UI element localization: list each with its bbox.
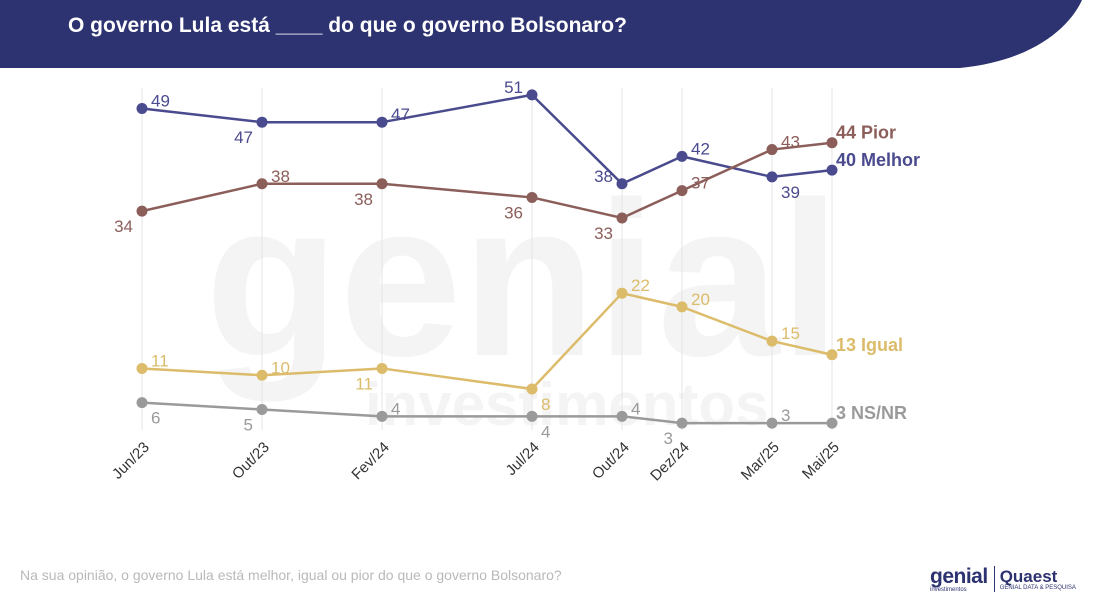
data-point-nsnr: [526, 410, 538, 422]
data-point-nsnr: [676, 417, 688, 429]
data-point-melhor: [766, 171, 778, 183]
genial-logo: genial investimentos: [930, 566, 988, 593]
data-point-igual: [376, 362, 388, 374]
logo-divider: [993, 566, 995, 592]
x-tick-label: Mai/25: [799, 439, 843, 483]
data-point-pior: [616, 212, 628, 224]
data-label-pior: 38: [271, 167, 290, 186]
footnote: Na sua opinião, o governo Lula está melh…: [20, 567, 562, 583]
data-point-pior: [526, 191, 538, 203]
end-label-nsnr: 3 NS/NR: [836, 403, 907, 423]
data-label-igual: 15: [781, 324, 800, 343]
series-line-nsnr: [141, 401, 832, 425]
data-point-nsnr: [136, 397, 148, 409]
data-label-nsnr: 5: [244, 415, 253, 434]
data-label-pior: 34: [114, 217, 133, 236]
watermark-sub: investimentos: [365, 371, 768, 438]
series-line-pior: [141, 141, 833, 220]
data-point-igual: [136, 362, 148, 374]
x-tick-label: Fev/24: [348, 439, 392, 483]
data-point-melhor: [256, 116, 268, 128]
x-tick-label: Jun/23: [109, 439, 153, 483]
data-point-melhor: [826, 164, 838, 176]
x-tick-label: Mar/25: [738, 439, 783, 484]
data-point-igual: [766, 335, 778, 347]
data-point-melhor: [616, 178, 628, 190]
data-label-pior: 33: [594, 224, 613, 243]
data-point-nsnr: [376, 410, 388, 422]
data-label-nsnr: 4: [631, 399, 640, 418]
data-point-nsnr: [616, 410, 628, 422]
data-point-pior: [676, 185, 688, 197]
quaest-logo-text: Quaest: [999, 566, 1058, 586]
data-label-melhor: 39: [781, 183, 800, 202]
data-label-melhor: 42: [691, 139, 710, 158]
data-point-igual: [526, 383, 538, 395]
watermark: genial investimentos: [205, 156, 841, 438]
data-label-nsnr: 4: [391, 399, 400, 418]
x-tick-label: Out/23: [229, 439, 273, 483]
data-point-igual: [616, 287, 628, 299]
data-label-pior: 38: [354, 190, 373, 209]
data-label-pior: 36: [504, 203, 523, 222]
logos: genial investimentos Quaest GENIAL DATA …: [930, 562, 1076, 596]
series-line-melhor: [141, 93, 833, 186]
data-label-melhor: 47: [234, 128, 253, 147]
data-point-pior: [376, 178, 388, 190]
end-label-melhor: 40 Melhor: [836, 150, 920, 170]
data-label-igual: 22: [631, 276, 650, 295]
series-line-igual: [141, 291, 833, 391]
quaest-logo: Quaest GENIAL DATA & PESQUISA: [1000, 568, 1076, 591]
page-title: O governo Lula está ____ do que o govern…: [68, 14, 627, 37]
data-label-melhor: 51: [504, 78, 523, 97]
data-label-nsnr: 3: [781, 406, 790, 425]
series-lines: [136, 89, 838, 429]
data-point-pior: [256, 178, 268, 190]
data-label-igual: 11: [151, 351, 169, 370]
data-label-pior: 43: [781, 133, 800, 152]
data-label-melhor: 47: [391, 105, 410, 124]
data-label-melhor: 38: [594, 167, 613, 186]
genial-logo-sub: investimentos: [930, 586, 967, 593]
data-label-igual: 10: [271, 358, 290, 377]
x-tick-label: Jul/24: [503, 439, 543, 479]
x-axis: Jun/23 Out/23 Fev/24 Jul/24 Out/24 Dez/24 Mar/…: [109, 439, 843, 485]
data-point-igual: [676, 301, 688, 313]
data-point-nsnr: [766, 417, 778, 429]
data-point-melhor: [376, 116, 388, 128]
data-label-pior: 37: [691, 174, 710, 193]
data-label-melhor: 49: [151, 92, 170, 111]
data-point-melhor: [526, 89, 538, 101]
data-point-nsnr: [256, 403, 268, 415]
data-label-nsnr: 3: [664, 429, 673, 448]
data-label-nsnr: 4: [541, 422, 550, 441]
end-label-igual: 13 Igual: [836, 335, 903, 355]
data-point-melhor: [136, 103, 148, 115]
data-label-igual: 8: [541, 395, 550, 414]
data-point-pior: [826, 137, 838, 149]
data-point-pior: [136, 205, 148, 217]
watermark-main: genial: [205, 156, 841, 402]
x-tick-label: Out/24: [589, 439, 633, 483]
data-point-nsnr: [826, 417, 838, 429]
data-point-pior: [766, 144, 778, 156]
data-point-igual: [256, 369, 268, 381]
data-label-nsnr: 6: [151, 409, 160, 428]
data-point-melhor: [676, 150, 688, 162]
quaest-logo-sub: GENIAL DATA & PESQUISA: [999, 584, 1076, 591]
genial-logo-text: genial: [930, 564, 988, 588]
data-label-igual: 11: [355, 374, 373, 393]
data-label-igual: 20: [691, 290, 710, 309]
title-banner: [0, 0, 1082, 68]
data-point-igual: [826, 349, 838, 361]
end-label-pior: 44 Pior: [836, 123, 896, 143]
